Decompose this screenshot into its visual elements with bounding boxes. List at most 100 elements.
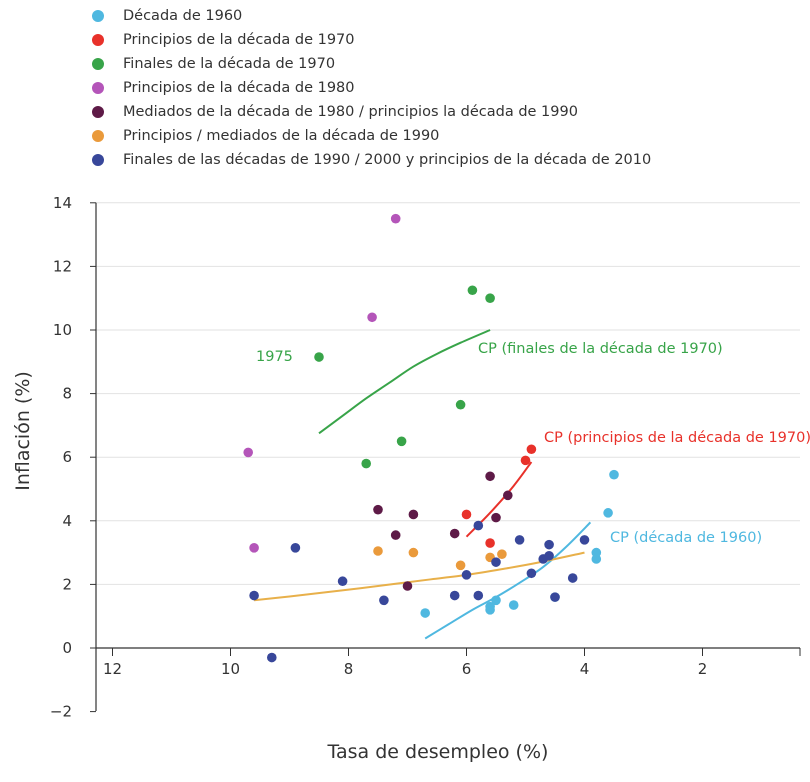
data-point xyxy=(367,312,377,323)
data-point xyxy=(544,539,554,550)
data-point xyxy=(267,652,277,663)
legend-item: Finales de las décadas de 1990 / 2000 y … xyxy=(92,148,651,172)
data-point xyxy=(503,490,513,501)
data-point xyxy=(485,471,495,482)
data-point xyxy=(485,293,495,304)
data-point xyxy=(508,600,519,610)
data-point xyxy=(420,608,431,618)
phillips-curve xyxy=(424,521,592,640)
curve-label: CP (década de 1960) xyxy=(610,530,762,546)
data-point xyxy=(408,509,419,520)
legend-marker xyxy=(92,154,104,166)
legend-marker xyxy=(92,10,104,22)
data-point xyxy=(290,543,301,553)
data-point xyxy=(603,508,613,518)
x-tick-label: 4 xyxy=(580,660,590,678)
data-point xyxy=(243,447,253,458)
data-point xyxy=(591,547,602,558)
legend-item: Principios / mediados de la década de 19… xyxy=(92,124,651,148)
legend-label: Principios de la década de 1970 xyxy=(123,32,355,48)
data-point xyxy=(497,549,507,559)
curve-label: CP (finales de la década de 1970) xyxy=(478,341,723,357)
data-point xyxy=(485,601,495,612)
axes xyxy=(90,202,801,713)
curve-labels: CP (década de 1960) CP (principios de la … xyxy=(256,341,810,546)
data-point xyxy=(485,538,495,548)
data-point xyxy=(373,546,383,556)
data-point xyxy=(526,444,537,455)
data-point xyxy=(314,352,324,362)
data-point xyxy=(408,547,419,558)
data-point xyxy=(473,590,484,601)
data-point xyxy=(249,590,259,601)
data-point xyxy=(249,543,259,553)
data-point xyxy=(361,458,372,469)
phillips-curves xyxy=(253,329,592,640)
y-tick-label: 8 xyxy=(62,385,72,403)
x-tick-label: 8 xyxy=(344,660,354,678)
data-point xyxy=(373,504,383,515)
phillips-curve xyxy=(253,551,585,602)
legend-label: Principios de la década de 1980 xyxy=(123,80,355,96)
data-point xyxy=(455,399,466,410)
x-tick-label: 6 xyxy=(462,660,472,678)
data-point xyxy=(402,581,413,591)
data-point xyxy=(473,520,484,531)
legend-item: Principios de la década de 1980 xyxy=(92,76,651,100)
legend-marker xyxy=(92,130,104,142)
data-point xyxy=(337,576,348,587)
data-point xyxy=(579,535,590,545)
data-point xyxy=(526,568,537,579)
legend-item: Década de 1960 xyxy=(92,4,651,28)
data-point xyxy=(514,535,525,545)
data-point xyxy=(550,592,560,602)
point-annotation: 1975 xyxy=(256,349,293,365)
tick-labels: 14 12 10 8 6 4 2 0 −2 12 10 8 6 4 2 xyxy=(50,194,707,721)
legend-label: Finales de la década de 1970 xyxy=(123,56,336,72)
legend-label: Finales de las décadas de 1990 / 2000 y … xyxy=(123,152,652,168)
data-point xyxy=(461,570,472,580)
y-tick-label: −2 xyxy=(50,703,72,721)
legend-marker xyxy=(92,106,104,118)
data-point xyxy=(461,509,472,520)
legend-marker xyxy=(92,82,104,94)
y-axis-title: Inflación (%) xyxy=(12,371,34,491)
y-tick-label: 0 xyxy=(62,639,72,657)
data-point xyxy=(455,560,466,571)
curve-label: CP (principios de la década de 1970) xyxy=(544,430,810,446)
y-tick-label: 10 xyxy=(53,321,72,339)
data-points xyxy=(243,213,619,663)
legend-label: Principios / mediados de la década de 19… xyxy=(123,128,440,144)
x-tick-label: 12 xyxy=(103,660,122,678)
y-tick-label: 14 xyxy=(53,194,72,212)
legend-marker xyxy=(92,34,104,46)
data-point xyxy=(491,595,501,606)
x-tick-label: 10 xyxy=(221,660,240,678)
y-tick-label: 2 xyxy=(62,575,72,593)
legend-item: Principios de la década de 1970 xyxy=(92,28,651,52)
x-tick-label: 2 xyxy=(698,660,708,678)
data-point xyxy=(544,550,554,561)
data-point xyxy=(449,528,460,539)
data-point xyxy=(520,455,531,466)
data-point xyxy=(491,557,501,567)
y-tick-label: 12 xyxy=(53,257,72,275)
legend: Década de 1960 Principios de la década de… xyxy=(92,4,651,172)
data-point xyxy=(567,573,578,583)
data-point xyxy=(467,285,478,296)
data-point xyxy=(396,436,407,447)
data-point xyxy=(609,469,619,480)
phillips-curve xyxy=(318,329,491,435)
data-point xyxy=(390,213,401,224)
x-axis-title: Tasa de desempleo (%) xyxy=(327,741,549,763)
legend-marker xyxy=(92,58,104,70)
data-point xyxy=(449,590,460,601)
y-tick-label: 4 xyxy=(62,512,72,530)
legend-label: Década de 1960 xyxy=(123,8,243,24)
data-point xyxy=(491,512,501,523)
gridlines xyxy=(96,202,800,585)
legend-item: Finales de la década de 1970 xyxy=(92,52,651,76)
legend-label: Mediados de la década de 1980 / principi… xyxy=(123,104,578,120)
data-point xyxy=(379,595,389,606)
